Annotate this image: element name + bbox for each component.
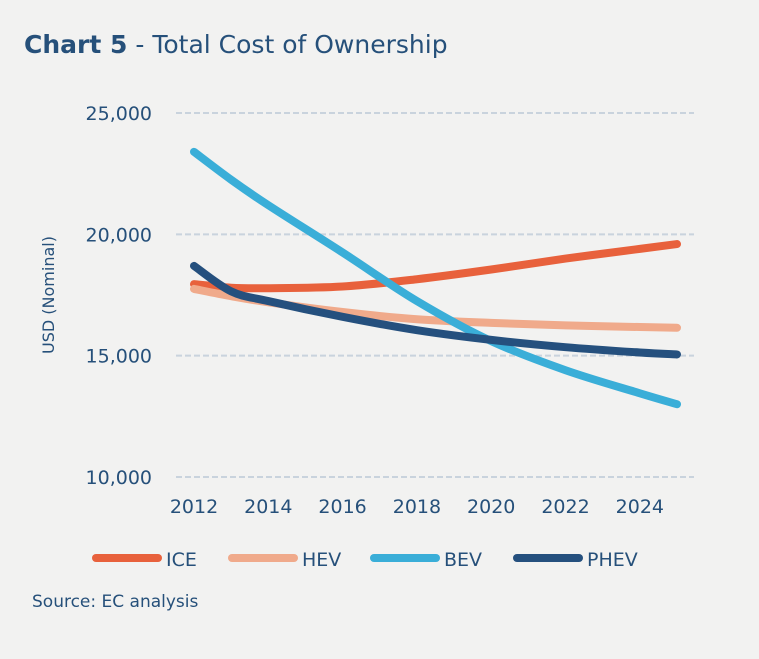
chart-title-text: Total Cost of Ownership [152, 30, 448, 59]
x-tick-label: 2016 [318, 496, 366, 518]
y-axis-label: USD (Nominal) [39, 236, 58, 354]
title-separator: - [135, 30, 145, 59]
source-note: Source: EC analysis [32, 592, 199, 612]
legend-label: BEV [444, 549, 482, 571]
legend-label: PHEV [587, 549, 638, 571]
chart-title: Chart 5 - Total Cost of Ownership [24, 30, 448, 59]
series-line-ice [190, 240, 681, 293]
series-line-bev [190, 147, 681, 409]
x-tick-label: 2012 [170, 496, 218, 518]
y-tick-label: 15,000 [86, 346, 152, 368]
x-tick-label: 2024 [616, 496, 664, 518]
legend-label: ICE [166, 549, 197, 571]
x-tick-label: 2020 [467, 496, 515, 518]
series-line-phev [190, 261, 681, 359]
chart-number: Chart 5 [24, 30, 128, 59]
y-tick-label: 25,000 [86, 103, 152, 125]
x-tick-label: 2014 [244, 496, 292, 518]
x-tick-label: 2018 [393, 496, 441, 518]
x-tick-label: 2022 [541, 496, 589, 518]
y-tick-label: 10,000 [86, 467, 152, 489]
legend-label: HEV [302, 549, 341, 571]
y-tick-label: 20,000 [86, 224, 152, 246]
